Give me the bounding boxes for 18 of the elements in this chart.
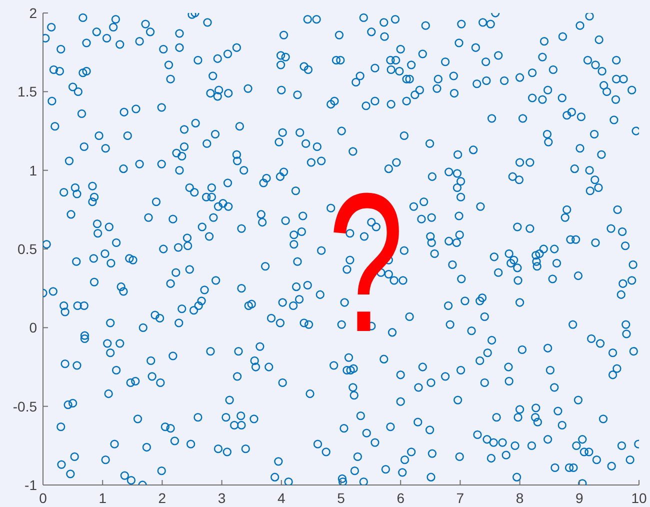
x-tick-label: 2 xyxy=(158,490,166,506)
y-tick-label: -1 xyxy=(24,477,38,493)
x-tick-label: 10 xyxy=(631,490,647,506)
x-tick-label: 5 xyxy=(337,490,346,506)
y-tick-label: 1 xyxy=(29,162,38,178)
x-tick-label: 4 xyxy=(278,490,286,506)
y-tick-label: 1.5 xyxy=(18,84,38,100)
y-tick-label: 0.5 xyxy=(18,241,38,257)
y-tick-label: 2 xyxy=(29,5,38,21)
x-tick-label: 9 xyxy=(576,490,584,506)
x-tick-label: 1 xyxy=(98,490,107,506)
x-tick-label: 8 xyxy=(516,490,524,506)
x-tick-label: 6 xyxy=(396,490,405,506)
x-tick-label: 3 xyxy=(218,490,226,506)
x-tick-label: 0 xyxy=(39,490,48,506)
y-tick-label: -0.5 xyxy=(12,398,38,414)
y-tick-label: 0 xyxy=(29,320,38,336)
x-tick-label: 7 xyxy=(456,490,464,506)
